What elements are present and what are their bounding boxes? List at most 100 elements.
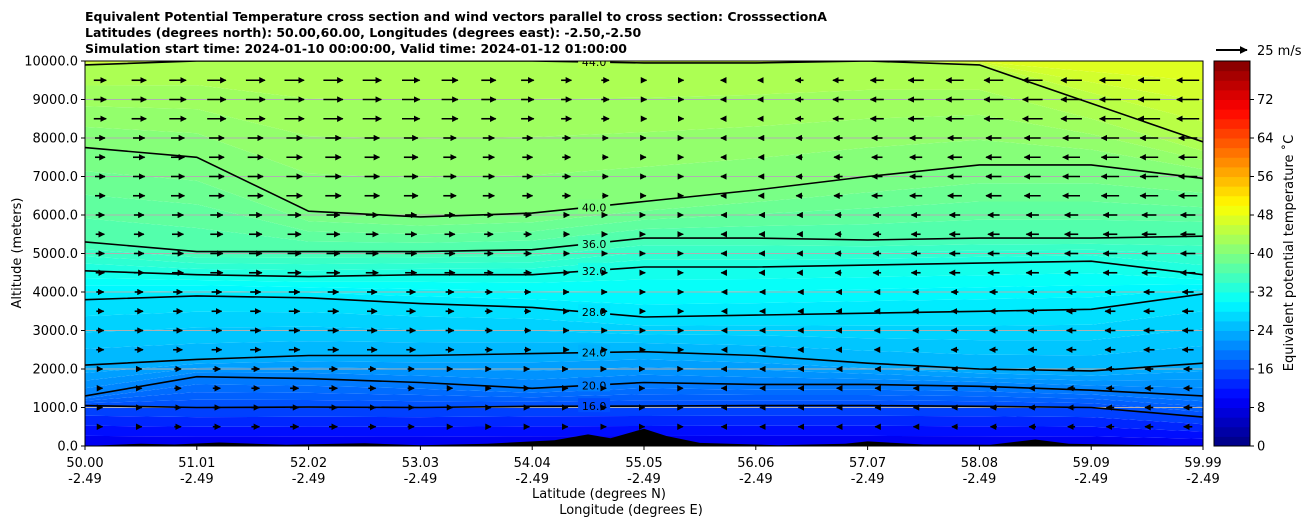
theta-e-band: [85, 106, 1203, 178]
title-line-3: Simulation start time: 2024-01-10 00:00:…: [85, 41, 627, 56]
contour-line: [85, 235, 1203, 253]
y-tick-label: 8000.0: [33, 132, 79, 147]
x-tick-label-lon: -2.49: [963, 472, 997, 487]
colorbar-segment: [1214, 157, 1250, 168]
x-tick-label-lon: -2.49: [404, 472, 438, 487]
wind-key: 25 m/s: [1216, 44, 1302, 59]
colorbar-segment: [1214, 195, 1250, 206]
contour-label: 20.0: [582, 379, 607, 392]
theta-e-band: [85, 359, 1203, 381]
colorbar-segment: [1214, 426, 1250, 437]
colorbar-segment: [1214, 417, 1250, 428]
colorbar-segment: [1214, 147, 1250, 158]
y-tick-label: 0.0: [57, 440, 78, 455]
colorbar-segment: [1214, 292, 1250, 303]
theta-e-band: [85, 367, 1203, 389]
colorbar: 0 8 16 24 32 40 48 56 64 72: [1213, 60, 1274, 455]
x-tick-label-lon: -2.49: [627, 472, 661, 487]
colorbar-tick-label: 24: [1257, 324, 1274, 339]
colorbar-segment: [1214, 253, 1250, 264]
colorbar-tick-label: 56: [1257, 170, 1274, 185]
theta-e-band: [85, 341, 1203, 371]
theta-e-band: [85, 351, 1203, 376]
colorbar-tick-label: 40: [1257, 247, 1274, 262]
y-tick-label: 3000.0: [33, 324, 79, 339]
x-tick-label-lon: -2.49: [739, 472, 773, 487]
theta-e-band: [85, 372, 1203, 396]
colorbar-segment: [1214, 61, 1250, 72]
theta-e-band: [85, 61, 1203, 82]
colorbar-segment: [1214, 320, 1250, 332]
colorbar-segment: [1214, 243, 1250, 255]
x-tick-label-lat: 56.06: [737, 456, 774, 471]
theta-e-band: [85, 405, 1203, 425]
chart-title: Equivalent Potential Temperature cross s…: [85, 9, 827, 57]
x-tick-label-lon: -2.49: [180, 472, 214, 487]
colorbar-tick-label: 72: [1257, 93, 1274, 108]
colorbar-segment: [1214, 215, 1250, 226]
colorbar-tick-label: 64: [1257, 132, 1274, 147]
x-tick-label-lat: 59.99: [1184, 456, 1221, 471]
colorbar-segment: [1214, 407, 1250, 418]
x-tick-label-lon: -2.49: [68, 472, 102, 487]
colorbar-segment: [1214, 340, 1250, 351]
y-tick-label: 1000.0: [33, 401, 79, 416]
theta-e-band: [85, 273, 1203, 292]
x-axis: 50.00-2.4951.01-2.4952.02-2.4953.03-2.49…: [66, 446, 1222, 487]
y-tick-label: 5000.0: [33, 247, 79, 262]
x-tick-label-lon: -2.49: [851, 472, 885, 487]
colorbar-segment: [1214, 70, 1250, 81]
contour-label: 36.0: [582, 238, 607, 251]
theta-e-band: [85, 399, 1203, 418]
colorbar-segment: [1214, 263, 1250, 274]
y-axis: 0.0 1000.0 2000.0 3000.0 4000.0 5000.0 6000.0 7…: [24, 55, 85, 455]
x-tick-label-lat: 52.02: [290, 456, 327, 471]
terrain: [85, 428, 1203, 446]
x-tick-label-lon: -2.49: [1186, 472, 1220, 487]
theta-e-band: [85, 61, 1203, 151]
theta-e-band: [85, 384, 1203, 407]
x-tick-label-lat: 50.00: [66, 456, 103, 471]
colorbar-segment: [1214, 205, 1250, 216]
y-tick-label: 10000.0: [24, 55, 78, 70]
colorbar-tick-label: 8: [1257, 401, 1265, 416]
colorbar-segment: [1214, 224, 1250, 235]
y-axis-label: Altitude (meters): [10, 198, 25, 309]
theta-e-band: [85, 326, 1203, 356]
x-tick-label-lat: 51.01: [178, 456, 215, 471]
contour-label-bg: [578, 235, 611, 250]
theta-e-band: [85, 243, 1203, 265]
y-tick-label: 2000.0: [33, 363, 79, 378]
y-tick-label: 7000.0: [33, 170, 79, 185]
x-axis-label-2: Longitude (degrees E): [559, 503, 703, 518]
theta-e-band: [85, 147, 1203, 226]
colorbar-segment: [1214, 397, 1250, 409]
colorbar-segment: [1214, 359, 1250, 370]
colorbar-tick-label: 0: [1257, 440, 1265, 455]
theta-e-band: [85, 194, 1203, 243]
contour-line: [85, 146, 1203, 218]
theta-e-band: [85, 376, 1203, 402]
x-tick-label-lon: -2.49: [515, 472, 549, 487]
wind-key-label: 25 m/s: [1257, 44, 1302, 59]
colorbar-segment: [1214, 282, 1250, 293]
colorbar-tick-label: 48: [1257, 209, 1274, 224]
colorbar-segment: [1214, 99, 1250, 110]
colorbar-segment: [1214, 234, 1250, 245]
colorbar-segment: [1214, 369, 1250, 380]
colorbar-tick-label: 16: [1257, 363, 1274, 378]
theta-e-band: [85, 85, 1203, 161]
contour-label-bg: [578, 304, 611, 319]
x-tick-label-lat: 57.07: [849, 456, 886, 471]
colorbar-segment: [1214, 349, 1250, 360]
colorbar-segment: [1214, 186, 1250, 197]
colorbar-segment: [1214, 301, 1250, 312]
colorbar-segment: [1214, 166, 1250, 178]
title-line-2: Latitudes (degrees north): 50.00,60.00, …: [85, 25, 642, 40]
x-tick-label-lon: -2.49: [1074, 472, 1108, 487]
colorbar-segment: [1214, 436, 1250, 447]
x-tick-label-lat: 55.05: [625, 456, 662, 471]
contour-label: 28.0: [582, 306, 607, 319]
y-tick-label: 4000.0: [33, 286, 79, 301]
